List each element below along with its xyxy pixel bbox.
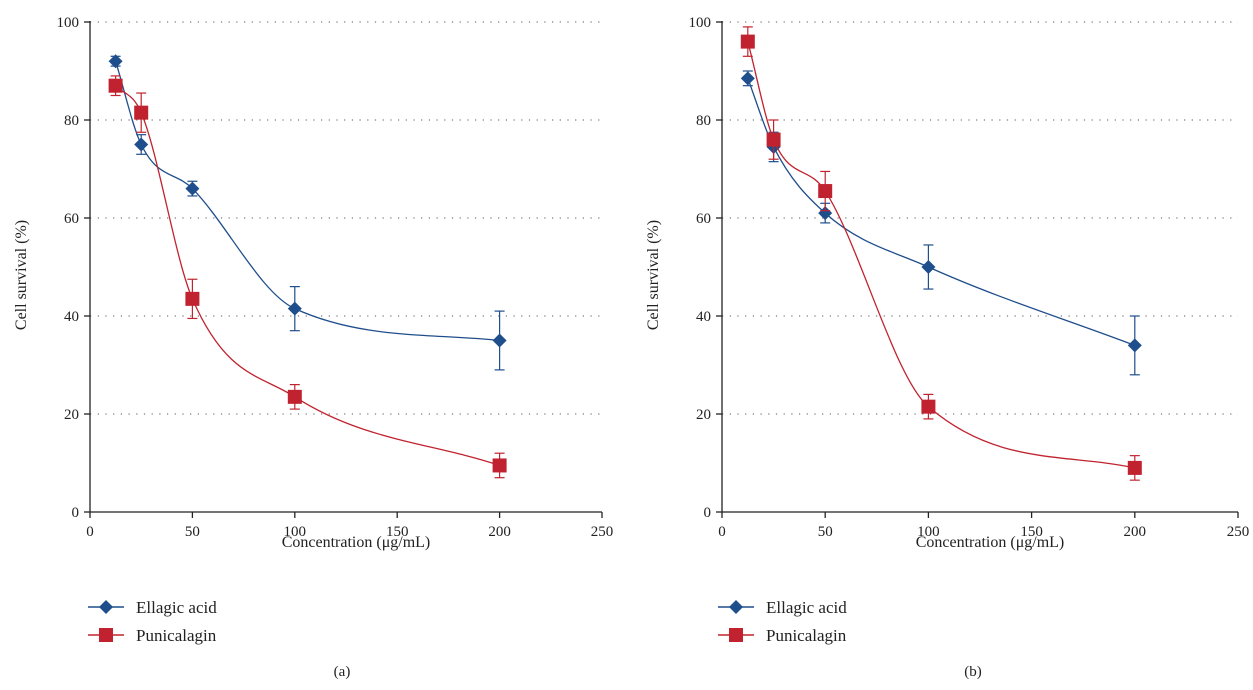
y-tick-label: 80 [696,113,711,129]
y-tick-label: 20 [64,407,79,423]
data-point-diamond [134,137,149,152]
x-tick-label: 150 [1020,524,1043,540]
x-tick-label: 200 [488,524,511,540]
y-axis-title: Cell survival (%) [645,220,662,330]
series-line-diamond [114,61,500,342]
x-tick-label: 100 [917,524,940,540]
x-tick-label: 100 [284,524,307,540]
y-axis-title: Cell survival (%) [13,220,30,330]
x-tick-label: 0 [86,524,94,540]
y-tick-label: 60 [64,211,79,227]
data-point-diamond [818,206,833,221]
data-point-square [921,399,936,414]
series-line-square [115,85,500,467]
series-line-diamond [747,78,1136,347]
panel-label: (b) [964,664,982,680]
x-tick-label: 50 [185,524,200,540]
x-axis-title: Concentration (μg/mL) [916,534,1065,551]
data-point-diamond [492,333,507,348]
y-tick-label: 100 [57,15,80,31]
data-point-diamond [287,301,302,316]
series-line-square [747,41,1135,469]
chart-panel-a: 0 20 40 60 80 100 0 50 100 150 200 250 Concentration… [13,15,613,680]
x-axis-title: Concentration (μg/mL) [282,534,431,551]
data-point-square [185,291,200,306]
data-point-square [818,184,833,199]
x-tick-label: 150 [386,524,409,540]
data-point-square [740,34,755,49]
data-point-square [492,458,507,473]
x-tick-label: 50 [818,524,833,540]
y-tick-label: 40 [64,309,79,325]
data-point-square [287,389,302,404]
data-point-diamond [740,71,755,86]
data-point-square [1127,460,1142,475]
legend-label: Ellagic acid [136,598,217,617]
y-tick-label: 20 [696,407,711,423]
data-point-diamond [1127,338,1142,353]
y-tick-label: 100 [689,15,712,31]
x-tick-label: 0 [718,524,726,540]
legend-marker-square [99,628,113,642]
x-tick-label: 200 [1124,524,1147,540]
data-point-diamond [921,260,936,274]
legend-marker-diamond [99,600,113,614]
data-point-diamond [108,54,123,69]
data-point-square [766,132,781,147]
chart-panel-b: 0 20 40 60 80 100 0 50 100 150 200 250 Concentration… [645,15,1249,680]
legend-label: Ellagic acid [766,598,847,617]
data-point-diamond [185,181,200,196]
x-tick-label: 250 [591,524,614,540]
panel-label: (a) [334,664,351,680]
legend-label: Punicalagin [766,626,847,645]
x-tick-label: 250 [1227,524,1250,540]
legend-label: Punicalagin [136,626,217,645]
y-tick-label: 0 [704,505,712,521]
y-tick-label: 40 [696,309,711,325]
legend-marker-diamond [729,600,743,614]
y-tick-label: 0 [72,505,80,521]
y-tick-label: 80 [64,113,79,129]
data-point-square [108,78,123,93]
y-tick-label: 60 [696,211,711,227]
data-point-square [134,105,149,120]
legend-marker-square [729,628,743,642]
